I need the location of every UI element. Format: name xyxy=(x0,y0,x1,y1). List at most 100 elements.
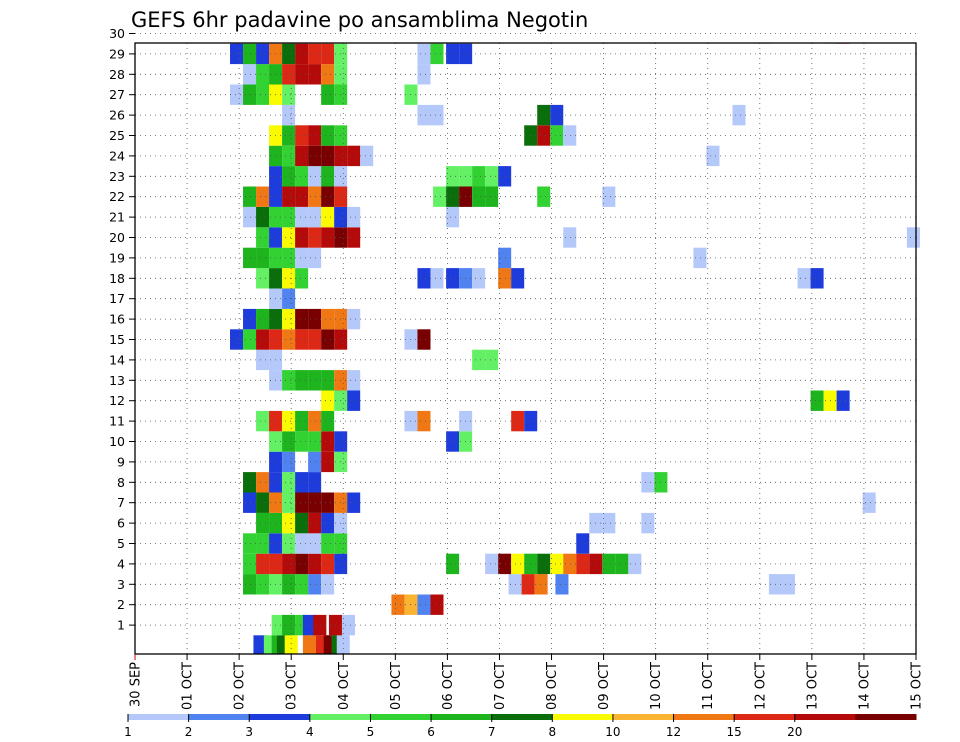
cell-member-11-110 xyxy=(321,410,335,432)
colorbar-swatch-3 xyxy=(309,714,371,720)
cell-member-15-135 xyxy=(256,329,270,350)
cell-member-3-30 xyxy=(534,574,548,595)
cell-member-18-157 xyxy=(282,268,296,289)
cell-member-28-260 xyxy=(308,64,322,85)
cell-member-25-233 xyxy=(295,125,309,146)
colorbar-swatch-9 xyxy=(673,714,735,720)
cell-member-25-240 xyxy=(563,125,577,146)
cell-member-22-204 xyxy=(433,186,447,207)
cell-member-6-69 xyxy=(321,512,335,534)
cell-member-1-11 xyxy=(282,614,296,636)
cell-member-14-129 xyxy=(256,349,270,371)
x-tick-label: 15 OCT xyxy=(910,662,925,710)
y-tick-label: 8 xyxy=(117,475,125,490)
cell-member-28-256 xyxy=(256,64,270,85)
cell-member-9-95 xyxy=(321,451,335,473)
cell-member-2-19 xyxy=(417,594,431,615)
cell-member-6-68 xyxy=(308,512,322,534)
y-tick-label: 25 xyxy=(109,128,125,143)
colorbar-swatch-10 xyxy=(734,714,796,720)
cell-member-20-181 xyxy=(321,227,335,248)
cell-member-15-133 xyxy=(230,329,244,350)
cell-member-25-232 xyxy=(282,125,296,146)
colorbar-swatch-4 xyxy=(370,714,432,720)
y-tick-label: 26 xyxy=(109,108,125,123)
cell-member-4-48 xyxy=(550,553,564,575)
cell-member-29-271 xyxy=(321,43,335,65)
cell-member-18-166 xyxy=(797,268,811,289)
x-tick-label: 10 OCT xyxy=(649,662,664,710)
colorbar-swatch-2 xyxy=(249,714,311,720)
cell-member-29-266 xyxy=(256,43,270,65)
x-tick-label: 01 OCT xyxy=(181,662,196,710)
cell-member-5-63 xyxy=(576,533,590,554)
cell-member-21-189 xyxy=(282,206,296,228)
cell-member-8-85 xyxy=(256,472,270,493)
x-tick-label: 08 OCT xyxy=(545,662,560,710)
cell-member-4-52 xyxy=(602,553,616,575)
y-tick-label: 20 xyxy=(109,230,125,245)
cell-member-12-118 xyxy=(347,390,361,411)
cell-member-24-228 xyxy=(347,145,361,167)
cell-member-10-98 xyxy=(282,431,296,452)
cell-member-21-194 xyxy=(347,206,361,228)
cell-member-28-255 xyxy=(243,64,257,85)
cell-member-4-45 xyxy=(511,553,525,575)
cell-member-29-268 xyxy=(282,43,296,65)
cell-member-4-34 xyxy=(243,553,257,575)
colorbar-label: 20 xyxy=(787,725,802,739)
cell-member-4-49 xyxy=(563,553,577,575)
colorbar-label: 12 xyxy=(666,725,681,739)
cell-member-0-9 xyxy=(336,635,350,654)
cell-member-3-31 xyxy=(555,574,569,595)
cell-member-8-89 xyxy=(308,472,322,493)
grid-lines xyxy=(135,33,916,654)
cell-member-6-66 xyxy=(282,512,296,534)
cell-member-24-229 xyxy=(360,145,374,167)
cell-member-14-132 xyxy=(485,349,499,371)
cell-member-22-202 xyxy=(321,186,335,207)
cell-member-11-107 xyxy=(282,410,296,432)
cell-member-15-143 xyxy=(417,329,431,350)
y-tick-label: 24 xyxy=(109,148,125,163)
cell-member-18-165 xyxy=(511,268,525,289)
cell-member-18-163 xyxy=(472,268,486,289)
cell-member-20-180 xyxy=(308,227,322,248)
cell-member-19-171 xyxy=(282,247,296,269)
cell-member-14-131 xyxy=(472,349,486,371)
cell-member-2-20 xyxy=(430,594,444,615)
cell-member-21-187 xyxy=(256,206,270,228)
cell-member-25-239 xyxy=(550,125,564,146)
y-tick-label: 23 xyxy=(109,169,125,184)
cell-member-22-201 xyxy=(308,186,322,207)
axes: 1234567891011121314151617181920212223242… xyxy=(109,26,924,710)
x-tick-label: 04 OCT xyxy=(337,662,352,710)
cell-member-29-265 xyxy=(243,43,257,65)
cell-member-28-259 xyxy=(295,64,309,85)
colorbar-label: 15 xyxy=(727,725,742,739)
cell-member-20-178 xyxy=(282,227,296,248)
y-tick-label: 15 xyxy=(109,332,125,347)
cell-member-18-159 xyxy=(417,268,431,289)
cell-member-29-270 xyxy=(308,43,322,65)
cell-member-4-42 xyxy=(446,553,460,575)
colorbar-swatch-6 xyxy=(491,714,553,720)
cell-member-7-74 xyxy=(243,492,257,513)
cell-member-19-174 xyxy=(498,247,512,269)
cell-member-29-273 xyxy=(417,43,431,65)
y-tick-label: 19 xyxy=(109,250,125,265)
cell-member-6-73 xyxy=(641,512,655,534)
cell-member-4-50 xyxy=(576,553,590,575)
x-tick-label: 02 OCT xyxy=(233,662,248,710)
cell-member-4-53 xyxy=(615,553,629,575)
colorbar-label: 4 xyxy=(306,725,314,739)
cell-member-0-5 xyxy=(302,635,316,654)
cell-member-23-213 xyxy=(295,166,309,187)
cell-member-11-114 xyxy=(511,410,525,432)
cell-member-19-169 xyxy=(256,247,270,269)
y-tick-label: 12 xyxy=(109,393,125,408)
cell-member-24-226 xyxy=(321,145,335,167)
cell-member-18-155 xyxy=(256,268,270,289)
cell-member-3-33 xyxy=(781,574,795,595)
